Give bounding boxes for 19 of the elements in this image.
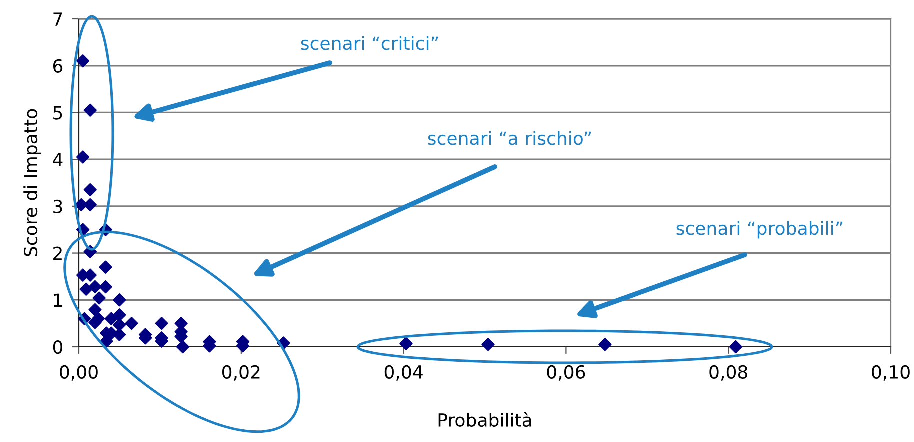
x-tick-label: 0,10 <box>872 365 910 381</box>
x-tick-label: 0,02 <box>222 365 260 381</box>
annotation: scenari “probabili” <box>676 221 843 239</box>
y-tick-label: 7 <box>54 12 62 26</box>
y-axis-title: Score di Impatto <box>24 109 42 256</box>
y-tick-label: 3 <box>54 200 62 214</box>
x-tick-label: 0,08 <box>710 365 748 381</box>
y-tick-label: 5 <box>54 106 62 120</box>
x-tick-label: 0,00 <box>60 365 98 381</box>
y-tick-label: 4 <box>53 153 63 166</box>
x-tick-label: 0,04 <box>384 365 423 381</box>
annotation: scenari “critici” <box>301 36 438 50</box>
y-tick-label: 2 <box>54 246 62 260</box>
y-tick-label: 1 <box>54 294 62 308</box>
y-tick-label: 0 <box>53 340 63 354</box>
annotation: scenari “a rischio” <box>428 131 592 146</box>
y-tick-label: 6 <box>53 59 63 73</box>
x-tick-label: 0,06 <box>547 365 586 381</box>
x-axis-title: Probabilità <box>438 412 532 428</box>
